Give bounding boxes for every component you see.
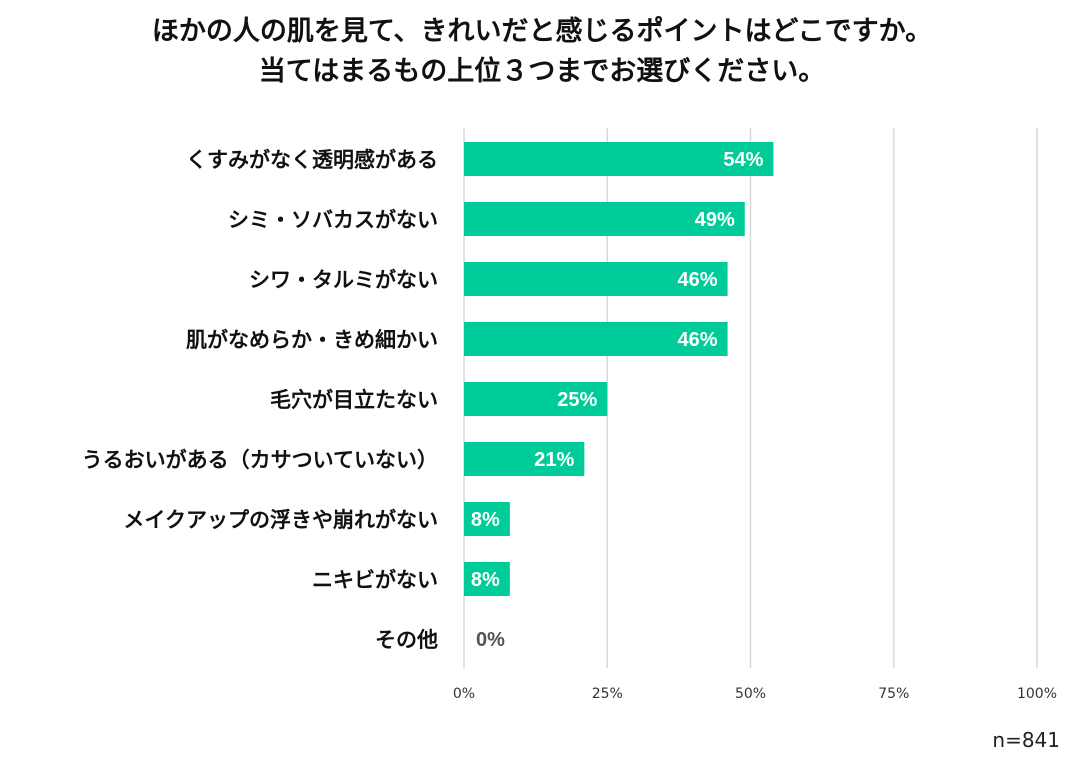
bar — [464, 442, 585, 476]
value-label: 21% — [534, 449, 574, 471]
category-label: ニキビがない — [312, 568, 438, 592]
bar — [464, 562, 510, 596]
category-labels: くすみがなく透明感があるシミ・ソバカスがないシワ・タルミがない肌がなめらか・きめ… — [82, 148, 438, 652]
value-label: 49% — [695, 209, 735, 231]
value-label: 8% — [471, 569, 500, 591]
sample-size-note: n=841 — [992, 728, 1060, 752]
x-tick-label: 25% — [592, 686, 623, 702]
bar — [464, 202, 745, 236]
category-label: 肌がなめらか・きめ細かい — [186, 328, 438, 352]
x-tick-label: 100% — [1017, 686, 1057, 702]
value-label: 46% — [678, 269, 718, 291]
category-label: シワ・タルミがない — [249, 268, 438, 292]
x-tick-label: 50% — [735, 686, 766, 702]
bars — [464, 142, 774, 596]
bar — [464, 382, 608, 416]
value-labels: 54% 49% 46% 46% 25% 21% 8% 8% 0% — [471, 149, 764, 651]
x-tick-label: 75% — [878, 686, 909, 702]
bar — [464, 142, 774, 176]
x-tick-label: 0% — [453, 686, 475, 702]
value-label: 46% — [678, 329, 718, 351]
bar — [464, 502, 510, 536]
value-label: 25% — [557, 389, 597, 411]
bar — [464, 262, 728, 296]
category-label: その他 — [375, 628, 438, 652]
value-label: 0% — [476, 629, 505, 651]
category-label: メイクアップの浮きや崩れがない — [123, 508, 438, 532]
value-label: 54% — [723, 149, 763, 171]
chart-title-line-2: 当てはまるもの上位３つまでお選びください。 — [258, 56, 826, 87]
chart-title-line-1: ほかの人の肌を見て、きれいだと感じるポイントはどこですか。 — [151, 16, 933, 47]
x-axis-ticks: 0% 25% 50% 75% 100% — [453, 686, 1057, 702]
value-label: 8% — [471, 509, 500, 531]
category-label: シミ・ソバカスがない — [228, 208, 438, 232]
category-label: うるおいがある（カサついていない） — [82, 448, 438, 472]
chart-title: ほかの人の肌を見て、きれいだと感じるポイントはどこですか。 当てはまるもの上位３… — [0, 12, 1084, 92]
category-label: 毛穴が目立たない — [270, 388, 438, 412]
bar — [464, 322, 728, 356]
category-label: くすみがなく透明感がある — [186, 148, 438, 172]
